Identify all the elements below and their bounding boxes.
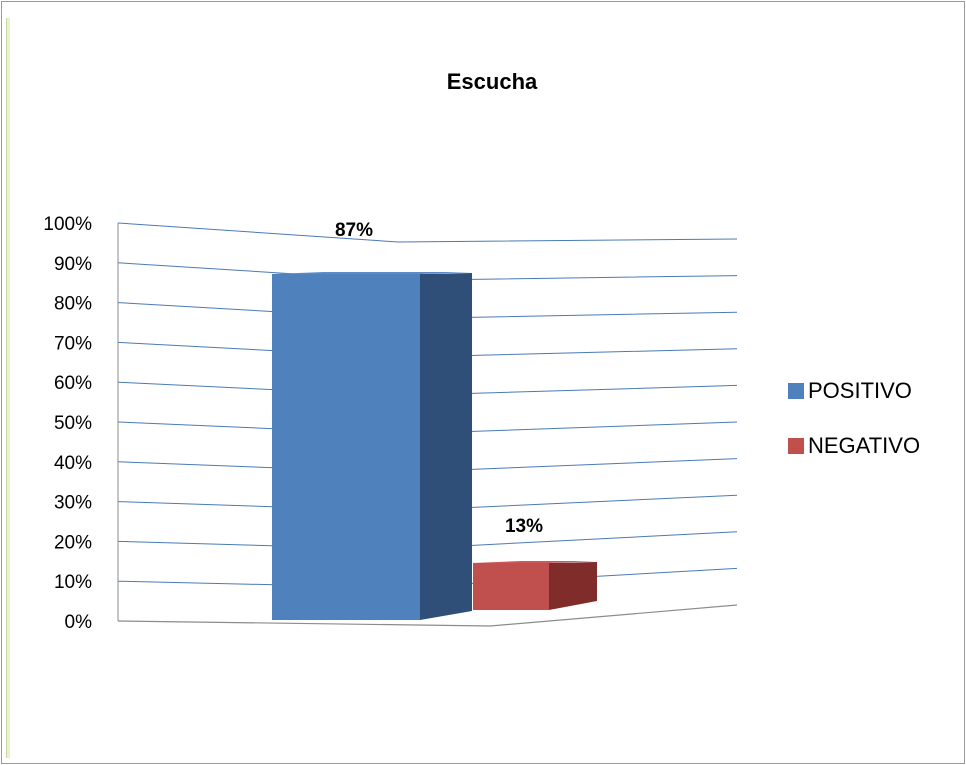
floor-line [117, 604, 738, 627]
y-tick-label: 30% [54, 493, 92, 514]
bar-positivo-side [420, 273, 472, 620]
data-label-negativo: 13% [505, 516, 543, 537]
bar-positivo-top [272, 272, 472, 274]
bar-negativo-top [473, 561, 597, 563]
y-tick-label: 40% [54, 453, 92, 474]
legend-swatch [788, 438, 804, 454]
bar-negativo [473, 563, 549, 610]
gridline [117, 222, 738, 243]
bar-negativo-side [549, 562, 597, 610]
bar-positivo [272, 274, 420, 620]
legend-label: NEGATIVO [808, 433, 921, 458]
bars [272, 272, 597, 620]
y-tick-label: 50% [54, 413, 92, 434]
data-label-positivo: 87% [335, 220, 373, 241]
chart-title: Escucha [447, 69, 538, 94]
y-tick-label: 90% [54, 254, 92, 275]
legend-swatch [788, 383, 804, 399]
y-tick-label: 70% [54, 333, 92, 354]
y-tick-label: 100% [43, 214, 92, 235]
legend-item-negativo: NEGATIVO [788, 433, 920, 459]
legend-label: POSITIVO [808, 378, 912, 403]
legend: POSITIVO NEGATIVO [788, 378, 920, 488]
y-axis-tick-labels: 0% 10% 20% 30% 40% 50% 60% 70% 80% 90% 100% [43, 214, 92, 633]
y-tick-label: 20% [54, 532, 92, 553]
side-edge-decoration [6, 18, 10, 758]
y-tick-label: 80% [54, 294, 92, 315]
data-labels: 87% 13% [335, 220, 543, 537]
legend-item-positivo: POSITIVO [788, 378, 920, 404]
y-tick-label: 0% [65, 612, 93, 633]
y-tick-label: 60% [54, 373, 92, 394]
y-tick-label: 10% [54, 572, 92, 593]
